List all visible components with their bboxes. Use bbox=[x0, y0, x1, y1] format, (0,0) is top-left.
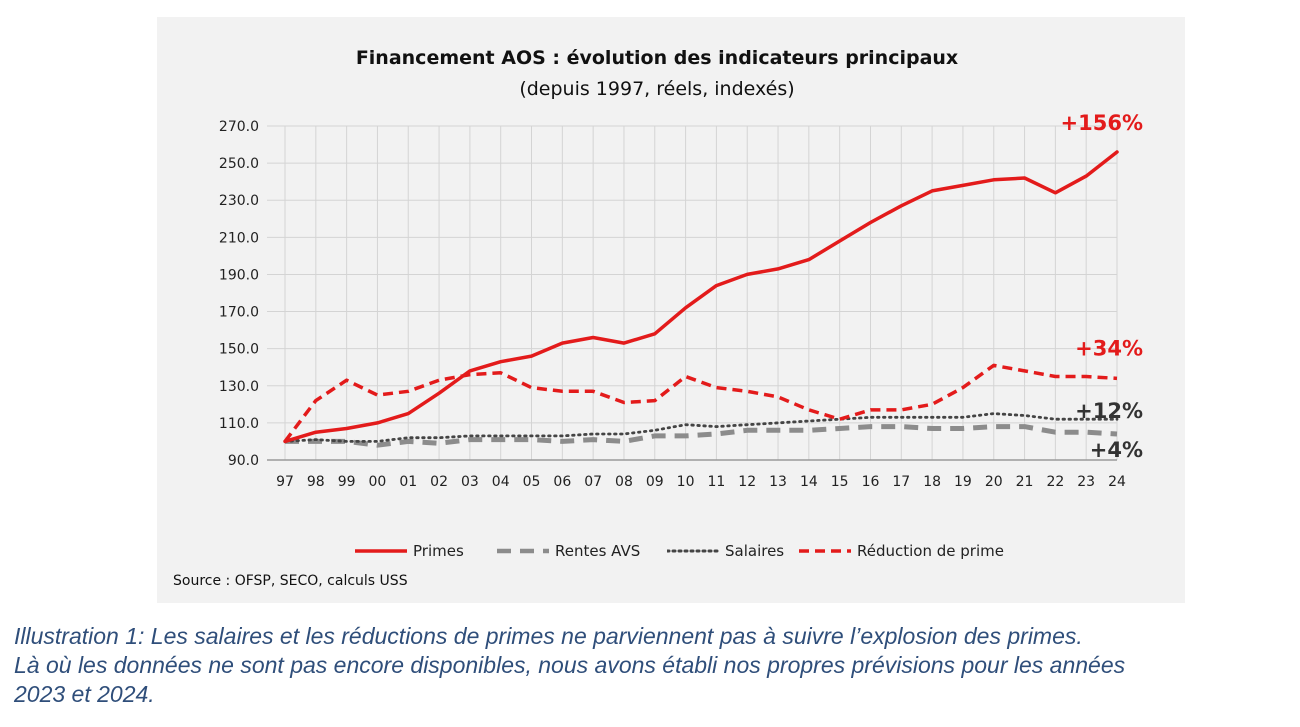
x-tick-label: 03 bbox=[461, 474, 479, 490]
x-tick-label: 14 bbox=[800, 474, 818, 490]
y-tick-label: 130.0 bbox=[219, 379, 259, 395]
y-tick-label: 150.0 bbox=[219, 342, 259, 358]
x-tick-label: 98 bbox=[307, 474, 325, 490]
x-tick-label: 12 bbox=[738, 474, 756, 490]
annotation-rentes: +4% bbox=[1090, 438, 1143, 462]
chart-panel: Financement AOS : évolution des indicate… bbox=[157, 17, 1185, 603]
legend-label-rentes-avs: Rentes AVS bbox=[555, 542, 641, 560]
y-tick-label: 190.0 bbox=[219, 267, 259, 283]
legend-item-primes: Primes bbox=[355, 542, 464, 560]
x-tick-label: 18 bbox=[923, 474, 941, 490]
series-line-salaires bbox=[283, 412, 1119, 443]
legend-item-salaires: Salaires bbox=[667, 542, 784, 560]
legend-item-rentes-avs: Rentes AVS bbox=[497, 542, 640, 560]
x-tick-label: 13 bbox=[769, 474, 787, 490]
x-tick-label: 04 bbox=[492, 474, 510, 490]
caption-line-1: Illustration 1: Les salaires et les rédu… bbox=[14, 623, 1083, 649]
y-tick-label: 250.0 bbox=[219, 156, 259, 172]
x-tick-label: 99 bbox=[338, 474, 356, 490]
y-tick-label: 110.0 bbox=[219, 416, 259, 432]
y-tick-label: 210.0 bbox=[219, 230, 259, 246]
legend-label-reduction-de-prime: Réduction de prime bbox=[857, 542, 1004, 560]
y-tick-label: 230.0 bbox=[219, 193, 259, 209]
caption-line-2: Là où les données ne sont pas encore dis… bbox=[14, 652, 1126, 678]
x-tick-label: 06 bbox=[553, 474, 571, 490]
x-tick-label: 07 bbox=[584, 474, 602, 490]
series-line-reduction-de-prime bbox=[283, 363, 1118, 443]
x-tick-label: 02 bbox=[430, 474, 448, 490]
chart-source: Source : OFSP, SECO, calculs USS bbox=[173, 573, 408, 589]
x-tick-label: 20 bbox=[985, 474, 1003, 490]
x-tick-label: 23 bbox=[1077, 474, 1095, 490]
annotation-reduction: +34% bbox=[1075, 336, 1143, 360]
x-tick-label: 00 bbox=[369, 474, 387, 490]
legend-label-salaires: Salaires bbox=[725, 542, 785, 560]
x-tick-label: 09 bbox=[646, 474, 664, 490]
caption-line-3: 2023 et 2024. bbox=[14, 681, 155, 707]
y-tick-label: 90.0 bbox=[228, 453, 259, 469]
x-tick-label: 10 bbox=[677, 474, 695, 490]
line-chart: 97 98 99 00 01 02 03 04 05 06 07 08 09 10 11 12 13 14 15 16… bbox=[219, 111, 1143, 490]
chart-title: Financement AOS : évolution des indicate… bbox=[355, 47, 959, 69]
x-tick-label: 05 bbox=[523, 474, 541, 490]
annotation-salaires: +12% bbox=[1075, 399, 1143, 423]
legend-item-reduction-de-prime: Réduction de prime bbox=[799, 542, 1004, 560]
chart-subtitle: (depuis 1997, réels, indexés) bbox=[519, 78, 795, 100]
series-line-primes bbox=[283, 150, 1119, 444]
y-tick-label: 270.0 bbox=[219, 119, 259, 135]
x-tick-label: 24 bbox=[1108, 474, 1126, 490]
x-tick-label: 97 bbox=[276, 474, 294, 490]
x-tick-label: 08 bbox=[615, 474, 633, 490]
legend-label-primes: Primes bbox=[413, 542, 464, 560]
y-tick-label: 170.0 bbox=[219, 305, 259, 321]
x-tick-label: 01 bbox=[399, 474, 417, 490]
figure-caption: Illustration 1: Les salaires et les rédu… bbox=[14, 622, 1294, 709]
x-tick-label: 16 bbox=[862, 474, 880, 490]
annotation-primes: +156% bbox=[1061, 111, 1143, 135]
series-line-rentes-avs bbox=[285, 424, 1118, 448]
x-tick-label: 21 bbox=[1016, 474, 1034, 490]
x-tick-label: 11 bbox=[707, 474, 725, 490]
x-tick-label: 19 bbox=[954, 474, 972, 490]
chart-legend: Primes Rentes AVS Salaires Réduction de … bbox=[157, 542, 1185, 564]
x-tick-label: 15 bbox=[831, 474, 849, 490]
x-tick-label: 22 bbox=[1046, 474, 1064, 490]
x-tick-label: 17 bbox=[892, 474, 910, 490]
